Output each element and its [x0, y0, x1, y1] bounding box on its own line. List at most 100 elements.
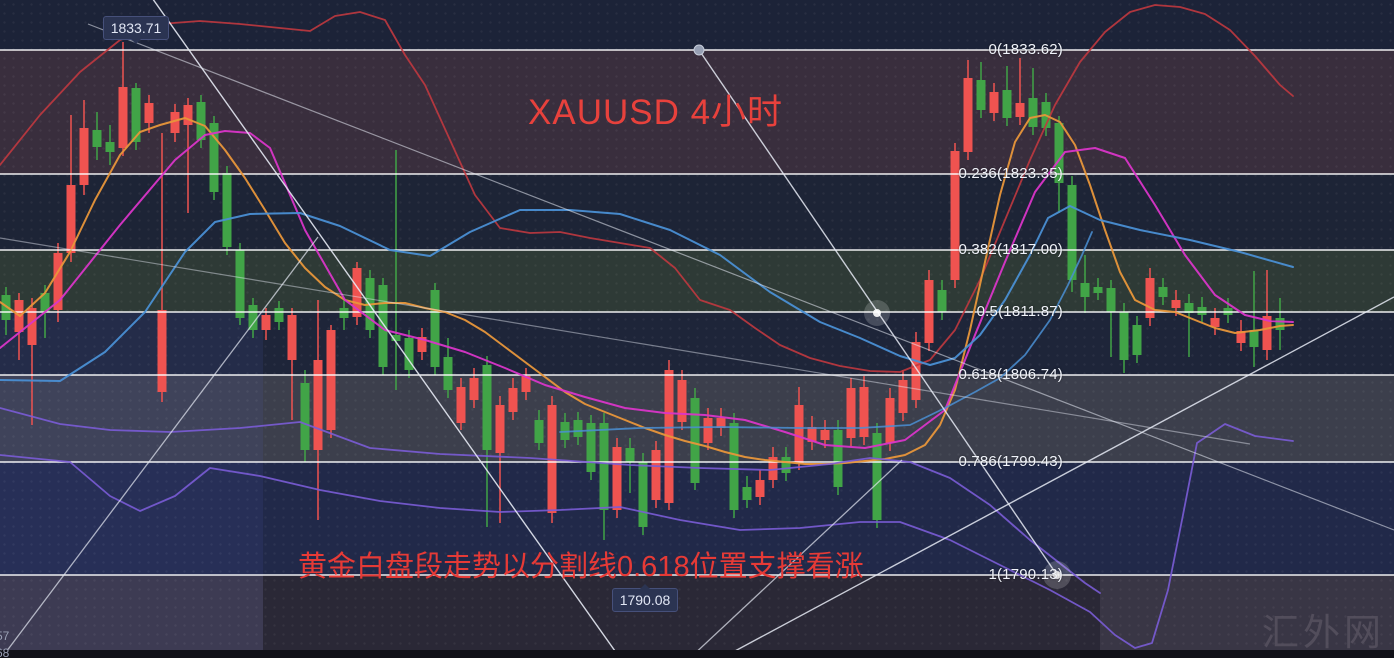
- bottom-dark-region: [263, 575, 1100, 650]
- watermark: 汇外网: [1262, 612, 1385, 653]
- candle-body: [1275, 318, 1285, 330]
- candle-body: [157, 310, 167, 392]
- ma-blue: [0, 205, 1294, 382]
- candle-body: [716, 418, 726, 428]
- candle-body: [898, 380, 908, 413]
- candle-body: [105, 142, 115, 152]
- candle-body: [950, 151, 960, 280]
- candle-body: [300, 383, 310, 450]
- candle-body: [170, 112, 180, 133]
- price-badge-low[interactable]: 1790.08: [612, 584, 678, 612]
- price-badge-low-text: 1790.08: [619, 592, 671, 608]
- candle-body: [1002, 90, 1012, 118]
- glow-handle-dot[interactable]: [873, 309, 881, 317]
- candle-body: [534, 420, 544, 443]
- candle-body: [417, 337, 427, 352]
- candle-body: [326, 330, 336, 430]
- candle-body: [1093, 287, 1103, 293]
- trendline-rising-right[interactable]: [721, 296, 1394, 658]
- candle-body: [391, 335, 401, 341]
- clipped-price-label-2: 68: [0, 646, 10, 658]
- candle-body: [937, 290, 947, 312]
- candle-body: [729, 423, 739, 510]
- ma-orange: [0, 114, 1294, 465]
- candle-body: [651, 450, 661, 500]
- candle-body: [209, 123, 219, 192]
- candle-body: [807, 427, 817, 442]
- clipped-price-label-1: 57: [0, 629, 10, 643]
- candle-body: [872, 433, 882, 520]
- candle-body: [781, 457, 791, 473]
- bottom-bar: [0, 650, 1394, 658]
- glow-handle-dot[interactable]: [1053, 571, 1061, 579]
- price-badge-high[interactable]: 1833.71: [103, 16, 169, 44]
- candle-body: [885, 398, 895, 443]
- candle-body: [456, 387, 466, 423]
- candle-body: [404, 338, 414, 370]
- candle-body: [1236, 331, 1246, 343]
- ma-blue-mid: [559, 231, 1093, 433]
- candle-body: [794, 405, 804, 463]
- candle-body: [963, 78, 973, 152]
- candle-body: [976, 80, 986, 110]
- price-badge-high-text: 1833.71: [110, 20, 162, 36]
- ma-magenta: [0, 130, 1294, 449]
- candle-body: [599, 423, 609, 510]
- candle-body: [742, 487, 752, 500]
- candle-body: [1210, 318, 1220, 327]
- candle-body: [274, 308, 284, 322]
- trendline-shallow-long[interactable]: [87, 23, 1394, 531]
- candle-body: [1184, 303, 1194, 313]
- bollinger-lower-purple: [0, 423, 1294, 649]
- candle-body: [40, 293, 50, 312]
- candle-body: [183, 105, 193, 125]
- candle-body: [846, 388, 856, 438]
- candle-body: [859, 387, 869, 437]
- candle-body: [313, 360, 323, 450]
- trendline-rising-left[interactable]: [0, 236, 319, 658]
- trendline-rising-center[interactable]: [689, 459, 903, 658]
- candle-body: [482, 365, 492, 450]
- zone-fib-0236-0382: [0, 174, 1394, 250]
- ma-purple-upper: [0, 407, 1101, 594]
- candle-body: [196, 102, 206, 140]
- candle-body: [833, 430, 843, 487]
- candle-body: [1158, 287, 1168, 297]
- candle-body: [989, 92, 999, 113]
- candle-body: [1028, 98, 1038, 127]
- pointer-up-icon: [640, 584, 650, 589]
- candle-body: [79, 128, 89, 185]
- candle-body: [235, 250, 245, 318]
- candle-body: [508, 388, 518, 412]
- analysis-annotation: 黄金白盘段走势以分割线0.618位置支撑看涨: [298, 551, 864, 583]
- candle-body: [573, 420, 583, 437]
- candle-body: [378, 285, 388, 367]
- chart-title-annotation: XAUUSD 4小时: [528, 93, 784, 132]
- candle-body: [1, 295, 11, 320]
- candle-body: [1145, 278, 1155, 318]
- trendline-shallow-mid[interactable]: [0, 237, 1251, 445]
- candle-body: [66, 185, 76, 253]
- candle-body: [1054, 123, 1064, 183]
- candle-body: [352, 268, 362, 317]
- candle-body: [339, 308, 349, 318]
- trendline-handle-dot[interactable]: [693, 44, 705, 56]
- candle-body: [118, 87, 128, 148]
- candle-body: [495, 405, 505, 453]
- candle-body: [703, 418, 713, 443]
- ma-red-slow: [0, 4, 1294, 373]
- candle-body: [521, 376, 531, 392]
- trendline-steep-left[interactable]: [150, 0, 621, 658]
- candle-body: [1132, 325, 1142, 355]
- candle-body: [690, 398, 700, 483]
- candle-body: [1262, 316, 1272, 350]
- candle-body: [430, 290, 440, 367]
- candle-body: [625, 448, 635, 462]
- candle-body: [443, 357, 453, 390]
- candle-body: [261, 315, 271, 330]
- candle-body: [1067, 185, 1077, 280]
- candle-body: [27, 308, 37, 345]
- candle-body: [768, 457, 778, 480]
